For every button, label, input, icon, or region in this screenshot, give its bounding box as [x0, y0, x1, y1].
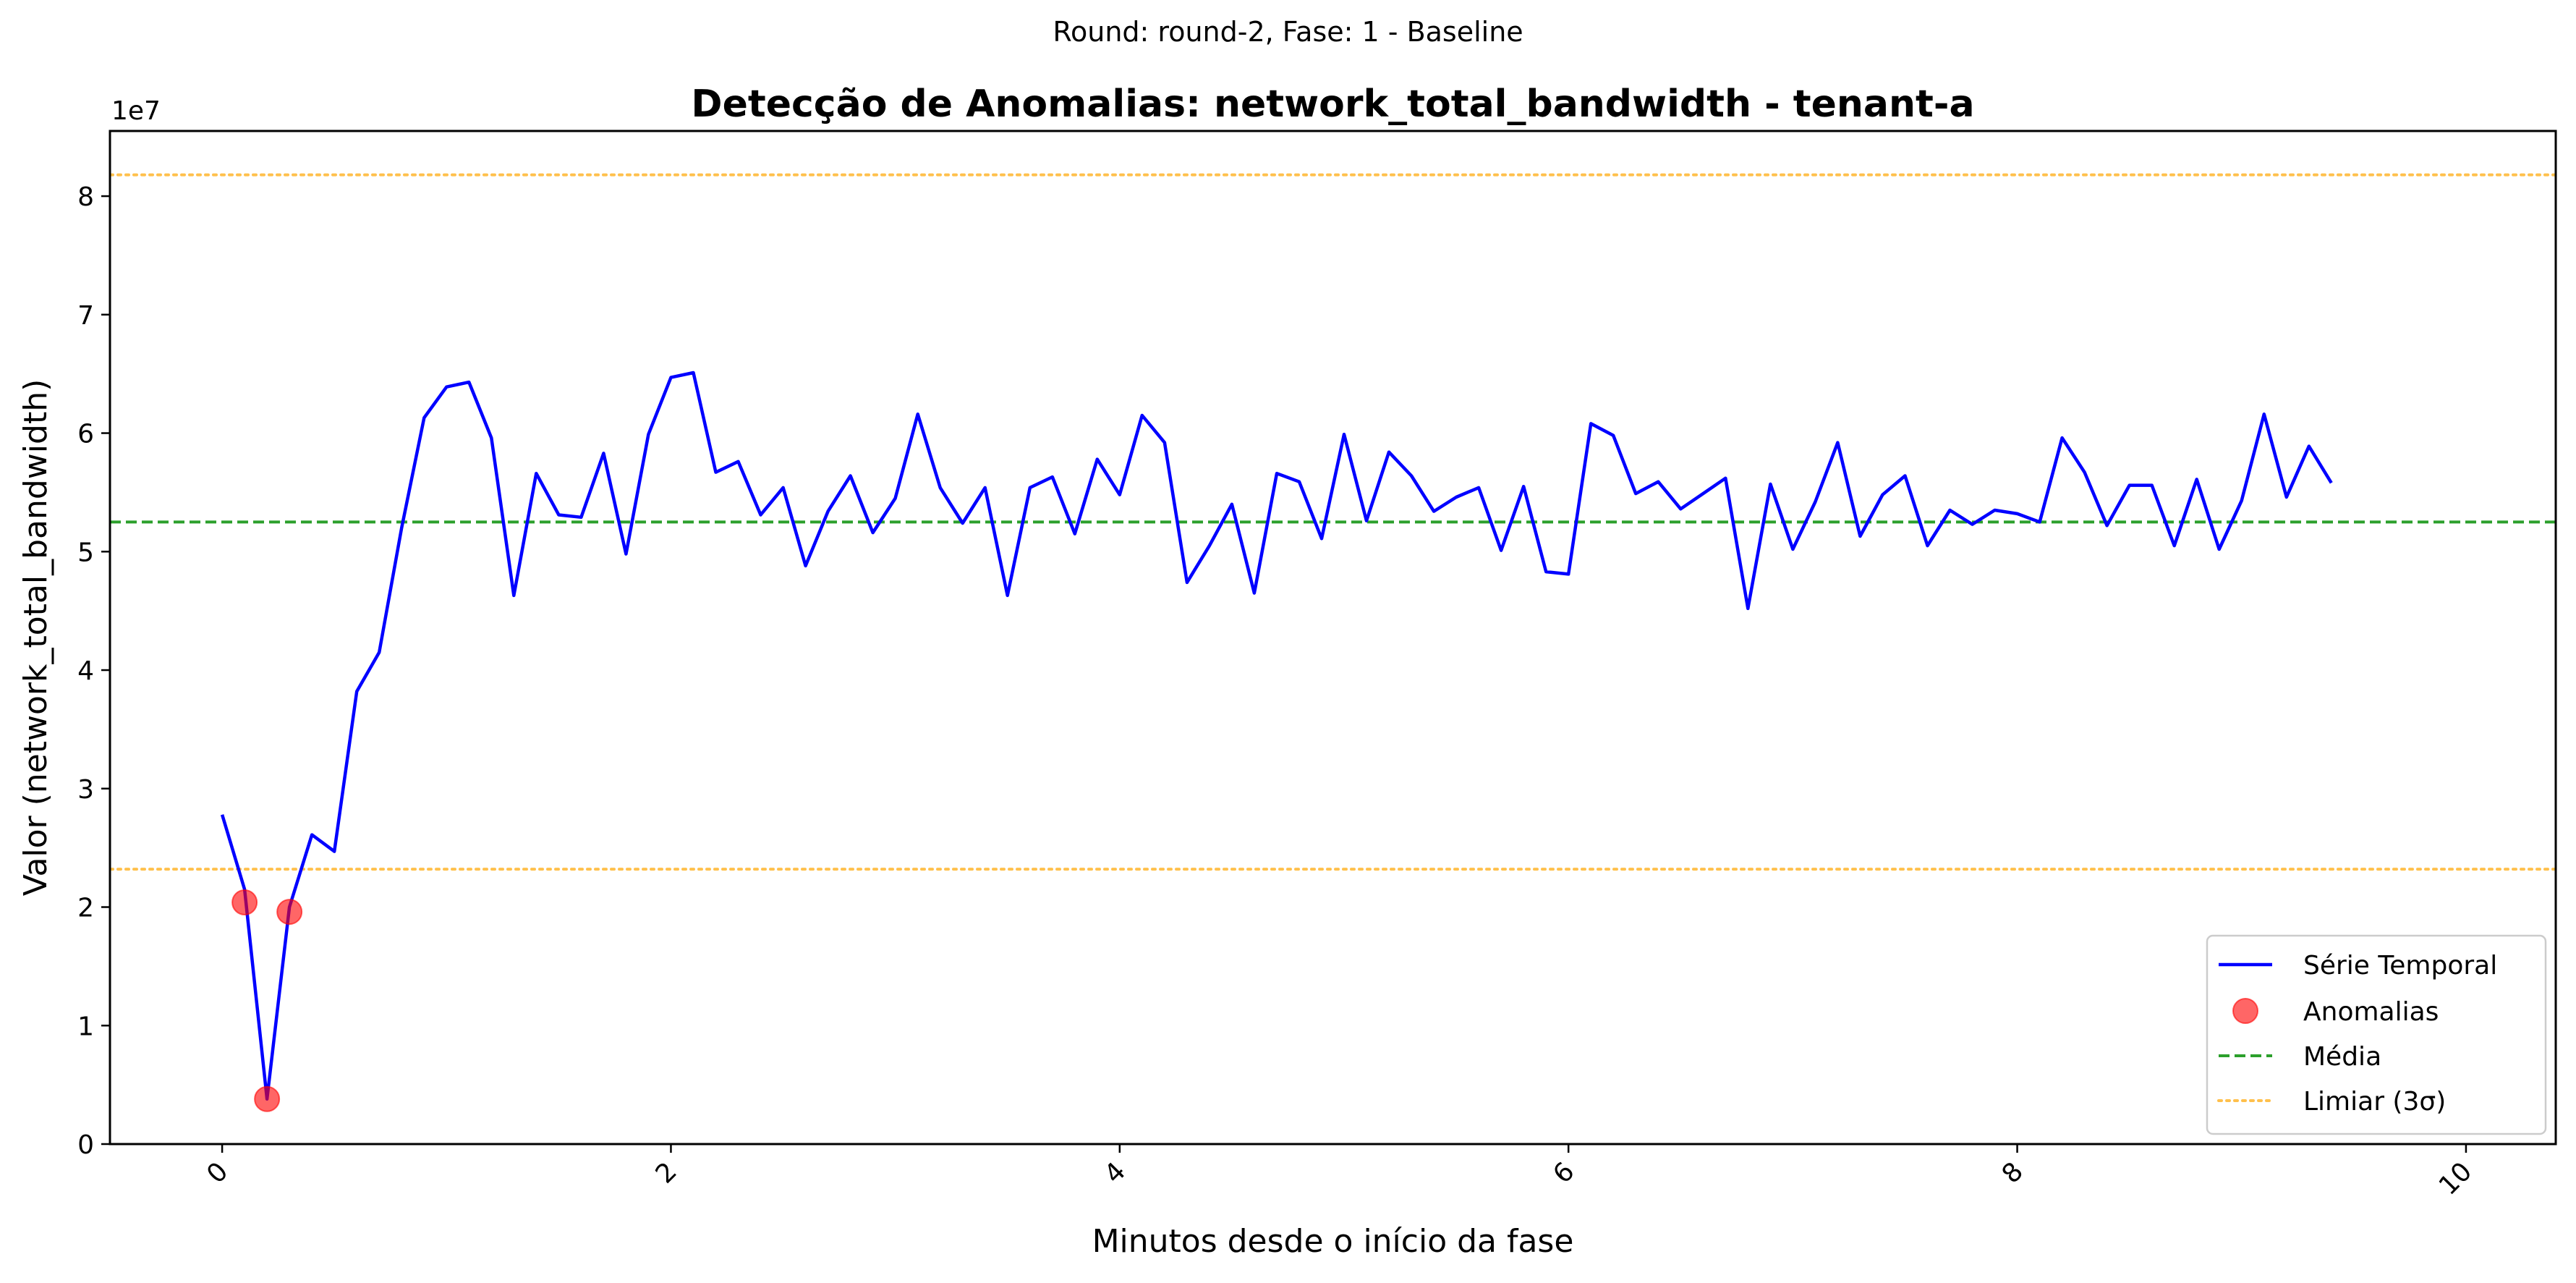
y-tick-label: 8: [77, 182, 94, 212]
legend-handle-anomalias: [2232, 998, 2258, 1024]
anomaly-point: [254, 1085, 281, 1112]
x-tick-label: 6: [1547, 1156, 1580, 1189]
chart-title: Detecção de Anomalias: network_total_ban…: [691, 82, 1974, 126]
axes-frame: [109, 130, 2557, 1146]
figure-suptitle: Round: round-2, Fase: 1 - Baseline: [1053, 16, 1523, 48]
y-tick-label: 5: [77, 538, 94, 567]
x-tick-label: 8: [1997, 1156, 2029, 1189]
x-tick-label: 4: [1099, 1156, 1131, 1189]
y-offset-label: 1e7: [111, 96, 161, 126]
anomaly-point: [276, 899, 303, 926]
y-tick-label: 1: [77, 1012, 94, 1041]
legend-label-anomalias: Anomalias: [2303, 997, 2439, 1027]
series-line-serie-temporal: [220, 370, 2333, 1101]
anomaly-point: [231, 889, 258, 915]
y-tick-label: 3: [77, 775, 94, 805]
y-tick-label: 6: [77, 420, 94, 449]
x-axis-label: Minutos desde o início da fase: [1092, 1223, 1574, 1260]
legend-label-media: Média: [2303, 1042, 2381, 1072]
y-tick-label: 4: [77, 656, 94, 686]
y-tick-label: 0: [77, 1130, 94, 1160]
legend-box: [2206, 934, 2547, 1135]
y-axis-label: Valor (network_total_bandwidth): [17, 379, 54, 896]
plot-area: [110, 131, 2556, 1144]
x-tick-label: 2: [650, 1156, 683, 1189]
x-tick-label: 0: [201, 1156, 234, 1189]
legend-label-limiar: Limiar (3σ): [2303, 1087, 2446, 1117]
y-tick-label: 2: [77, 894, 94, 923]
x-tick-label: 10: [2433, 1156, 2478, 1201]
legend-label-serie-temporal: Série Temporal: [2303, 951, 2497, 981]
y-tick-label: 7: [77, 301, 94, 331]
